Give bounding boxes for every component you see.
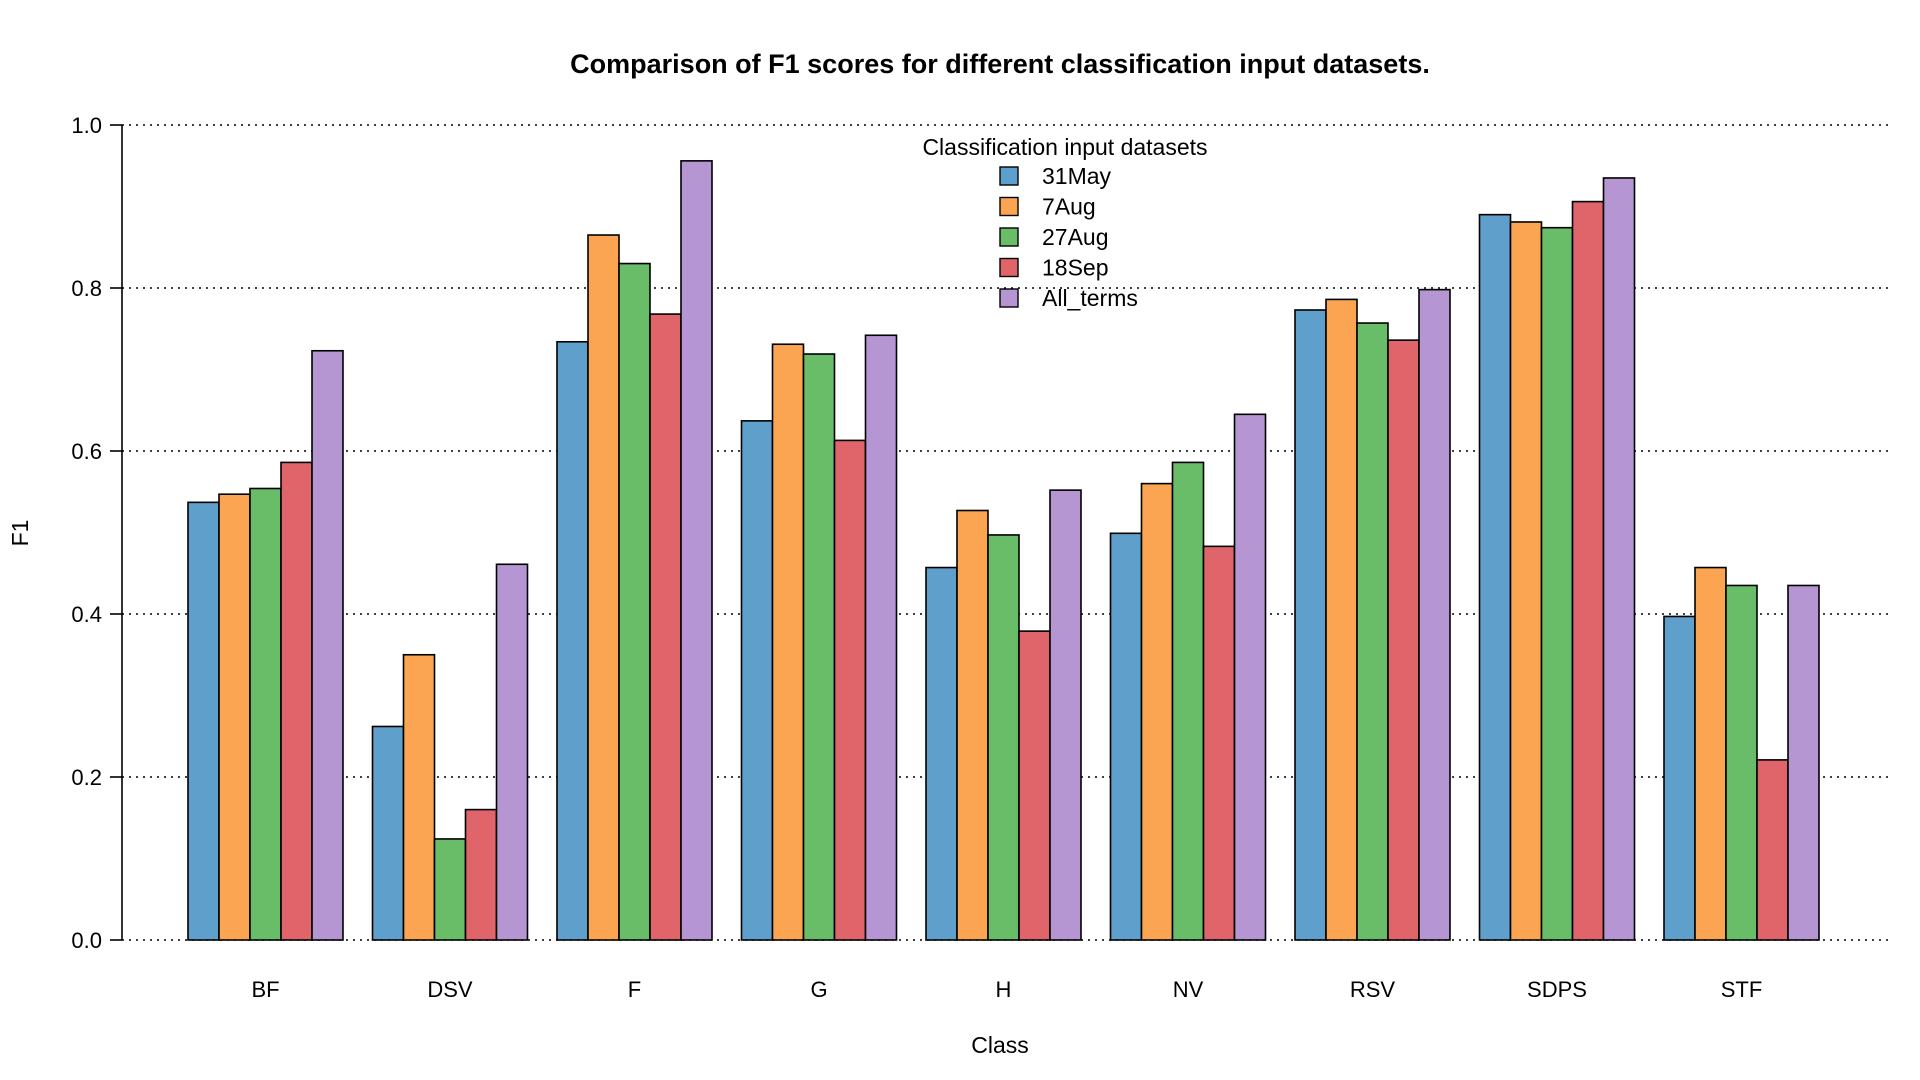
bar-DSV-All_terms [495, 563, 529, 941]
bar-H-All_terms [1049, 489, 1082, 941]
legend-label-7Aug: 7Aug [1042, 194, 1096, 220]
x-tick-label-NV: NV [1173, 977, 1204, 1002]
bar-STF-27Aug [1725, 584, 1758, 941]
y-tick-label-5: 1.0 [71, 113, 102, 138]
bar-BF-All_terms [311, 349, 344, 941]
bar-DSV-18Sep [464, 808, 498, 941]
legend: Classification input datasets 31May 7Aug 2… [922, 134, 1207, 311]
bar-NV-All_terms [1233, 413, 1267, 941]
bar-DSV-27Aug [433, 838, 467, 941]
x-tick-label-BF: BF [251, 977, 279, 1002]
legend-swatch-27Aug [999, 227, 1019, 247]
bar-RSV-27Aug [1356, 322, 1389, 941]
bar-BF-18Sep [280, 461, 313, 941]
x-tick-label-SDPS: SDPS [1527, 977, 1587, 1002]
bar-SDPS-7Aug [1509, 221, 1543, 941]
x-tick-label-STF: STF [1721, 977, 1763, 1002]
legend-title: Classification input datasets [922, 134, 1207, 160]
x-tick-label-H: H [996, 977, 1012, 1002]
y-tick-label-4: 0.8 [71, 276, 102, 301]
legend-label-27Aug: 27Aug [1042, 224, 1109, 250]
x-tick-label-G: G [810, 977, 827, 1002]
legend-swatch-31May [999, 166, 1019, 186]
legend-swatch-18Sep [999, 257, 1019, 278]
y-tick-label-0: 0.0 [71, 928, 102, 953]
bar-NV-31May [1109, 532, 1143, 941]
legend-label-31May: 31May [1042, 163, 1112, 189]
legend-label-All_terms: All_terms [1042, 285, 1138, 311]
legend-label-18Sep: 18Sep [1042, 255, 1109, 281]
bar-SDPS-31May [1478, 213, 1512, 941]
chart-title: Comparison of F1 scores for different cl… [570, 49, 1430, 79]
bar-G-31May [740, 420, 774, 941]
bar-STF-18Sep [1756, 759, 1789, 941]
bar-F-7Aug [587, 234, 620, 941]
bar-H-7Aug [956, 509, 989, 941]
y-axis-label: F1 [7, 520, 33, 547]
bar-F-27Aug [618, 262, 651, 941]
bar-SDPS-27Aug [1540, 226, 1574, 941]
bar-SDPS-18Sep [1571, 200, 1605, 941]
bar-G-27Aug [802, 353, 836, 941]
x-axis-label: Class [971, 1032, 1029, 1058]
bar-NV-18Sep [1202, 545, 1236, 941]
bar-RSV-31May [1294, 309, 1327, 941]
bar-STF-31May [1663, 615, 1696, 941]
bar-STF-7Aug [1694, 566, 1727, 941]
bar-H-18Sep [1018, 630, 1051, 941]
bars [187, 160, 1820, 941]
bar-F-31May [556, 340, 589, 941]
y-tick-label-3: 0.6 [71, 439, 102, 464]
x-tick-label-RSV: RSV [1350, 977, 1396, 1002]
bar-BF-27Aug [249, 487, 282, 941]
bar-H-27Aug [987, 534, 1020, 941]
bar-G-7Aug [771, 343, 805, 941]
y-tick-label-1: 0.2 [71, 765, 102, 790]
legend-swatch-7Aug [999, 196, 1019, 217]
bar-H-31May [925, 566, 958, 941]
bar-BF-31May [187, 501, 220, 941]
bar-NV-7Aug [1140, 482, 1174, 941]
bar-DSV-7Aug [402, 653, 436, 941]
bar-DSV-31May [371, 725, 405, 941]
bar-BF-7Aug [218, 493, 251, 941]
y-tick-label-2: 0.4 [71, 602, 102, 627]
x-tick-label-F: F [628, 977, 641, 1002]
x-tick-label-DSV: DSV [427, 977, 473, 1002]
bar-G-All_terms [864, 334, 898, 941]
bar-SDPS-All_terms [1602, 177, 1636, 941]
axes: 0.0 0.2 0.4 0.6 0.8 1.0 BF DSV F G H NV RSV SDPS STF [71, 113, 1762, 1002]
bar-G-18Sep [833, 439, 867, 941]
legend-swatch-All_terms [999, 288, 1019, 308]
bar-F-All_terms [680, 160, 713, 941]
bar-RSV-18Sep [1387, 339, 1420, 941]
bar-RSV-7Aug [1325, 298, 1358, 941]
bar-RSV-All_terms [1418, 288, 1451, 941]
bar-STF-All_terms [1787, 584, 1820, 941]
bar-F-18Sep [649, 313, 682, 941]
bar-NV-27Aug [1171, 461, 1205, 941]
